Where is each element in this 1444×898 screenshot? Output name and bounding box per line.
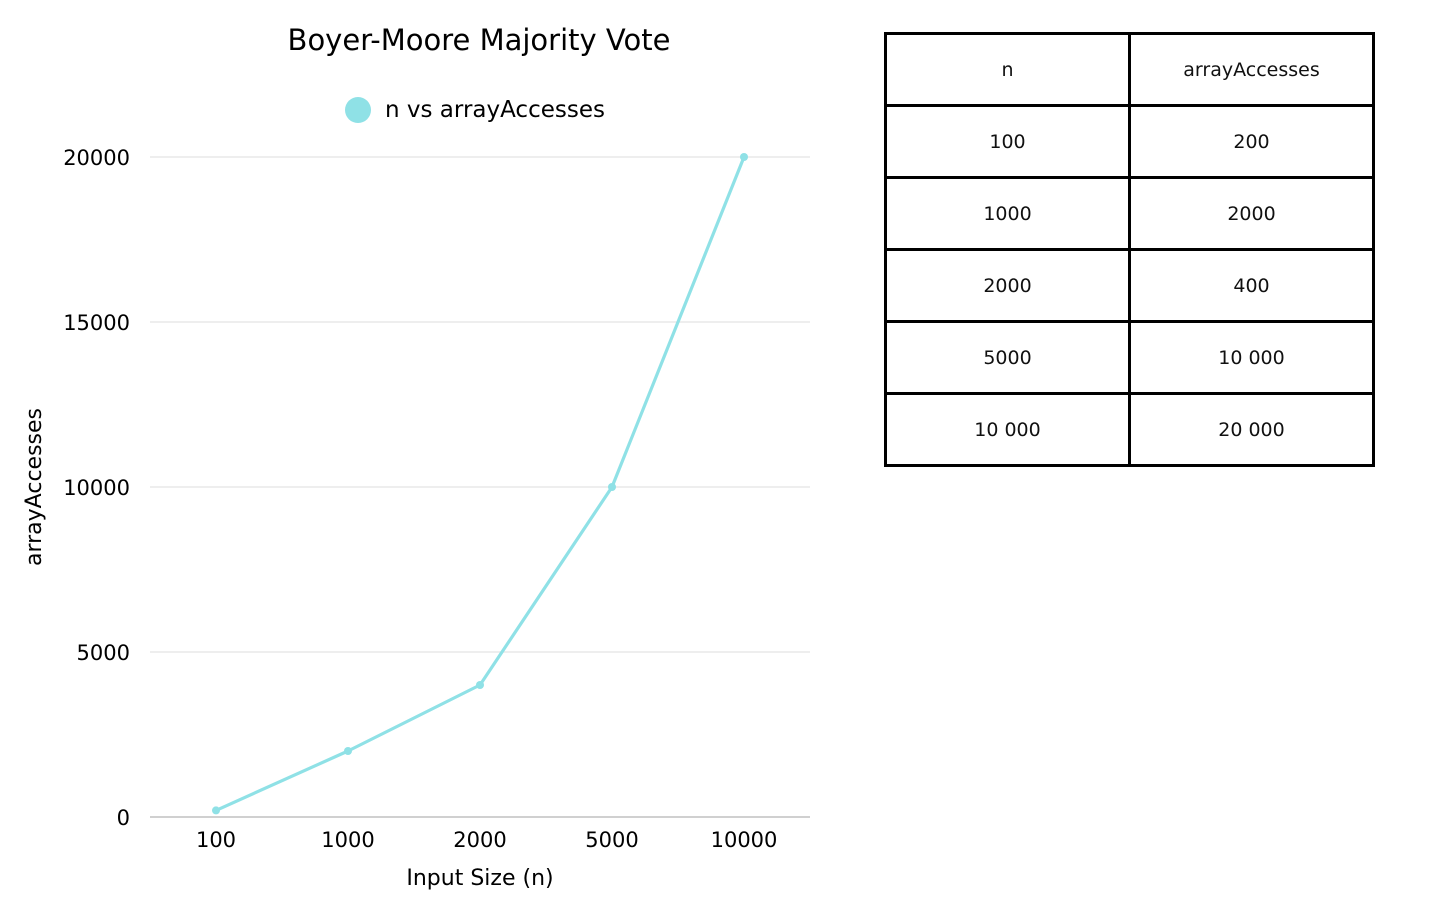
x-tick-label: 5000	[585, 828, 638, 852]
gridlines	[150, 156, 810, 653]
x-tick-label: 2000	[453, 828, 506, 852]
legend-swatch	[345, 97, 371, 123]
table-cell-n: 100	[884, 104, 1131, 179]
table-cell-n: 10 000	[884, 392, 1131, 467]
table-cell-n: 1000	[884, 176, 1131, 251]
table-row: 5000 10 000	[884, 320, 1375, 395]
table-row: 1000 2000	[884, 176, 1375, 251]
series-layer	[212, 153, 748, 815]
y-tick-label: 15000	[63, 311, 130, 335]
data-table: n arrayAccesses 100 200 1000 2000 2000 4…	[884, 32, 1375, 467]
legend: n vs arrayAccesses	[345, 97, 605, 123]
x-axis-label: Input Size (n)	[406, 866, 553, 891]
data-point	[212, 806, 220, 815]
chart-title: Boyer-Moore Majority Vote	[288, 23, 671, 57]
table-cell-arrayaccesses: 2000	[1128, 176, 1375, 251]
legend-label: n vs arrayAccesses	[385, 97, 605, 123]
y-axis-ticks: 0 5000 10000 15000 20000	[63, 146, 130, 830]
table-row: 2000 400	[884, 248, 1375, 323]
table-header-n: n	[884, 32, 1131, 107]
table-cell-arrayaccesses: 20 000	[1128, 392, 1375, 467]
y-tick-label: 0	[117, 806, 130, 830]
table-header-row: n arrayAccesses	[884, 32, 1375, 107]
table-cell-n: 2000	[884, 248, 1131, 323]
data-point	[608, 483, 616, 491]
y-axis-label: arrayAccesses	[22, 408, 47, 566]
y-tick-label: 20000	[63, 146, 130, 170]
x-tick-label: 1000	[321, 828, 374, 852]
table-cell-n: 5000	[884, 320, 1131, 395]
series-line	[214, 155, 746, 813]
data-point	[476, 681, 484, 689]
x-axis-ticks: 100 1000 2000 5000 10000	[196, 828, 777, 852]
table-cell-arrayaccesses: 200	[1128, 104, 1375, 179]
table-cell-arrayaccesses: 10 000	[1128, 320, 1375, 395]
y-tick-label: 10000	[63, 476, 130, 500]
table-row: 100 200	[884, 104, 1375, 179]
data-point	[344, 747, 352, 755]
table-cell-arrayaccesses: 400	[1128, 248, 1375, 323]
x-tick-label: 10000	[711, 828, 778, 852]
table-header-arrayaccesses: arrayAccesses	[1128, 32, 1375, 107]
x-tick-label: 100	[196, 828, 236, 852]
y-tick-label: 5000	[77, 641, 130, 665]
data-point	[740, 153, 748, 161]
table-row: 10 000 20 000	[884, 392, 1375, 467]
line-chart: Boyer-Moore Majority Vote n vs arrayAcce…	[22, 23, 810, 891]
